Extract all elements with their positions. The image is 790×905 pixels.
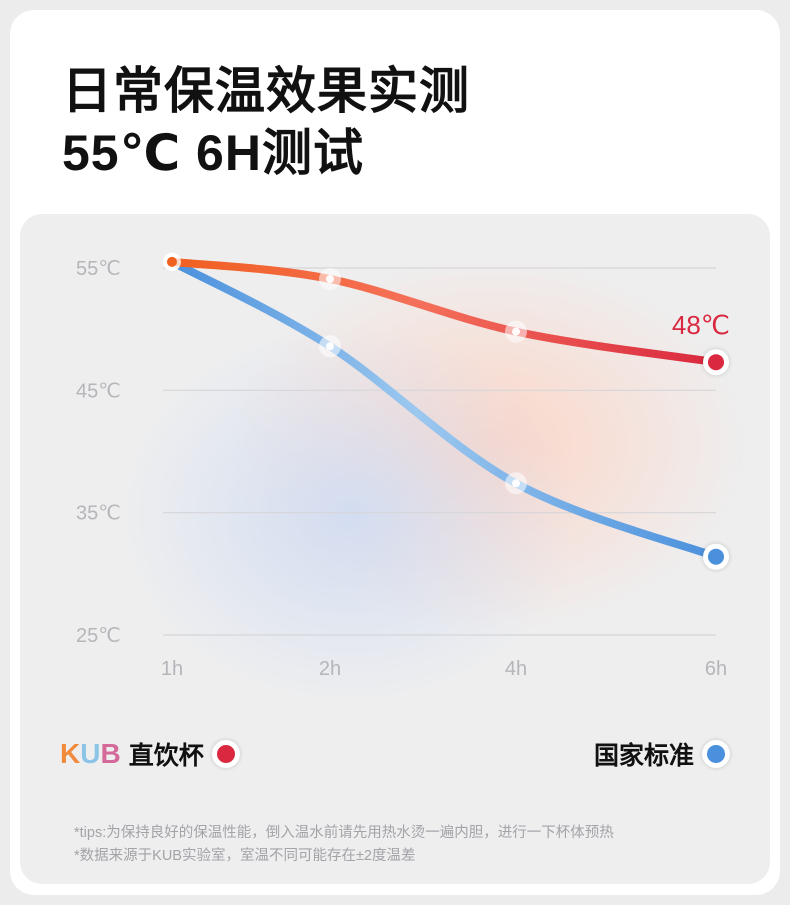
- footnote-tips: *tips:为保持良好的保温性能，倒入温水前请先用热水烫一遍内胆，进行一下杯体预…: [74, 825, 614, 841]
- logo-letter-u: U: [80, 738, 101, 769]
- footnote-source: *数据来源于KUB实验室，室温不同可能存在±2度温差: [74, 848, 416, 864]
- card: 日常保温效果实测 55℃ 6H测试: [10, 10, 780, 895]
- series-national-line: [168, 257, 720, 561]
- annotation-label: 48℃: [672, 310, 730, 340]
- series-kub-point: [512, 327, 520, 336]
- x-tick-label: 6h: [705, 658, 727, 680]
- kub-logo: K U B: [60, 739, 121, 769]
- line-chart: 55℃ 45℃ 35℃ 25℃ 1h 2h 4h 6h 48℃: [76, 252, 750, 704]
- legend-swatch-national: [702, 740, 730, 768]
- series-layer: [163, 252, 729, 570]
- title-line-2: 55℃ 6H测试: [62, 125, 364, 181]
- annotation-layer: 48℃: [672, 310, 730, 340]
- series-kub-point: [326, 275, 334, 284]
- y-tick-labels: 55℃ 45℃ 35℃ 25℃: [76, 258, 121, 647]
- series-national-point: [512, 479, 520, 488]
- cool-glow: [120, 324, 580, 704]
- legend-kub: K U B 直饮杯: [60, 734, 240, 774]
- series-national-point: [326, 342, 334, 351]
- series-kub-start-point: [167, 256, 177, 267]
- y-tick-label: 35℃: [76, 503, 121, 525]
- x-tick-label: 4h: [505, 658, 527, 680]
- footnotes: *tips:为保持良好的保温性能，倒入温水前请先用热水烫一遍内胆，进行一下杯体预…: [74, 822, 764, 868]
- logo-letter-b: B: [100, 738, 121, 769]
- x-tick-labels: 1h 2h 4h 6h: [161, 658, 727, 680]
- y-tick-label: 45℃: [76, 380, 121, 402]
- legend-national: 国家标准: [594, 734, 730, 774]
- series-kub-end-point: [708, 354, 724, 371]
- y-tick-label: 55℃: [76, 258, 121, 280]
- chart-panel: 55℃ 45℃ 35℃ 25℃ 1h 2h 4h 6h 48℃ K U B 直饮杯 国家标准…: [20, 214, 770, 884]
- title-line-1: 日常保温效果实测: [62, 63, 470, 119]
- legend-label-national: 国家标准: [593, 742, 694, 770]
- legend-label-kub: 直饮杯: [128, 742, 204, 770]
- series-national-end-point: [708, 548, 724, 565]
- logo-letter-k: K: [60, 738, 81, 769]
- page-title: 日常保温效果实测 55℃ 6H测试: [62, 60, 470, 184]
- y-tick-label: 25℃: [76, 625, 121, 647]
- x-tick-label: 1h: [161, 658, 183, 680]
- series-kub-line: [168, 257, 720, 367]
- legend-swatch-kub: [211, 740, 240, 768]
- x-tick-label: 2h: [319, 658, 341, 680]
